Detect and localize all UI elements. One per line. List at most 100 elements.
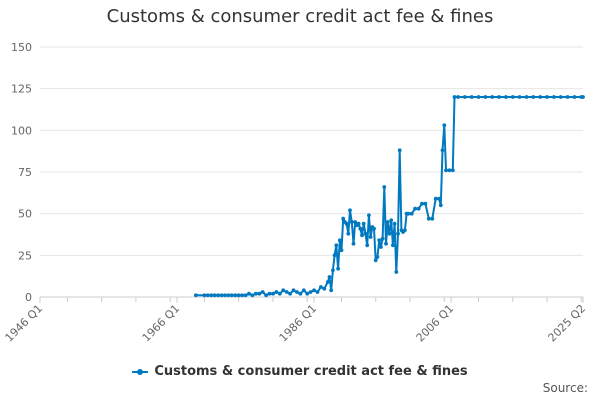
data-point[interactable] [298, 291, 303, 296]
data-point[interactable] [212, 293, 217, 298]
data-point[interactable] [367, 213, 371, 218]
data-point[interactable] [332, 253, 337, 258]
data-point[interactable] [442, 123, 447, 128]
data-point[interactable] [240, 293, 245, 298]
data-point[interactable] [413, 206, 417, 211]
data-point[interactable] [331, 268, 335, 273]
data-point[interactable] [396, 231, 400, 236]
data-point[interactable] [226, 293, 231, 298]
data-point[interactable] [545, 95, 549, 99]
data-point[interactable] [336, 266, 340, 271]
data-point[interactable] [308, 290, 313, 294]
data-point[interactable] [437, 196, 441, 201]
data-point[interactable] [358, 226, 363, 231]
data-point[interactable] [382, 185, 387, 189]
data-point[interactable] [277, 291, 282, 296]
data-point[interactable] [397, 148, 402, 153]
data-point[interactable] [510, 95, 515, 99]
data-point[interactable] [456, 95, 460, 99]
data-point[interactable] [403, 228, 407, 233]
data-point[interactable] [322, 286, 327, 291]
data-point[interactable] [351, 241, 356, 246]
data-point[interactable] [558, 95, 563, 99]
data-point[interactable] [385, 220, 390, 224]
data-point[interactable] [271, 291, 275, 296]
data-point[interactable] [361, 221, 366, 226]
data-point[interactable] [219, 293, 224, 298]
data-point[interactable] [236, 293, 241, 298]
data-point[interactable] [344, 221, 349, 226]
data-point[interactable] [325, 280, 330, 284]
data-point[interactable] [462, 95, 467, 99]
data-point[interactable] [430, 216, 435, 221]
legend[interactable]: Customs & consumer credit act fee & fine… [0, 364, 600, 379]
data-point[interactable] [517, 95, 522, 99]
data-point[interactable] [440, 148, 445, 153]
data-point[interactable] [301, 288, 306, 293]
data-point[interactable] [229, 293, 234, 298]
data-point[interactable] [380, 236, 385, 241]
data-point[interactable] [581, 95, 585, 99]
data-point[interactable] [233, 293, 238, 298]
data-point[interactable] [209, 293, 214, 298]
data-point[interactable] [394, 270, 399, 274]
data-point[interactable] [253, 291, 258, 296]
data-point[interactable] [450, 168, 455, 173]
data-point[interactable] [247, 291, 251, 296]
data-point[interactable] [206, 293, 210, 298]
data-point[interactable] [315, 290, 320, 294]
data-point[interactable] [349, 220, 354, 224]
data-point[interactable] [497, 95, 501, 99]
data-point[interactable] [216, 293, 221, 298]
data-point[interactable] [483, 95, 488, 99]
data-point[interactable] [356, 221, 361, 226]
data-point[interactable] [389, 218, 394, 223]
data-point[interactable] [319, 285, 323, 289]
data-point[interactable] [267, 291, 272, 296]
data-point[interactable] [329, 288, 334, 293]
data-point[interactable] [490, 95, 495, 99]
data-point[interactable] [384, 241, 388, 246]
data-point[interactable] [243, 293, 248, 298]
data-point[interactable] [257, 291, 262, 296]
data-point[interactable] [452, 95, 457, 99]
data-point[interactable] [426, 216, 431, 221]
data-point[interactable] [260, 290, 265, 294]
data-point[interactable] [291, 288, 296, 293]
data-point[interactable] [295, 290, 299, 294]
data-point[interactable] [438, 203, 443, 208]
data-point[interactable] [334, 243, 339, 248]
data-point[interactable] [353, 220, 358, 224]
data-point[interactable] [476, 95, 481, 99]
data-point[interactable] [433, 196, 438, 201]
data-point[interactable] [392, 221, 397, 226]
data-point[interactable] [363, 231, 368, 236]
data-point[interactable] [365, 243, 370, 248]
data-point[interactable] [447, 168, 452, 173]
data-point[interactable] [572, 95, 577, 99]
data-point[interactable] [375, 255, 380, 259]
data-point[interactable] [423, 201, 428, 206]
data-point[interactable] [552, 95, 556, 99]
data-point[interactable] [312, 288, 316, 293]
data-point[interactable] [409, 211, 414, 216]
data-point[interactable] [524, 95, 529, 99]
data-point[interactable] [368, 235, 373, 239]
data-point[interactable] [416, 206, 421, 211]
data-point[interactable] [531, 95, 536, 99]
data-point[interactable] [504, 95, 508, 99]
data-point[interactable] [360, 233, 364, 238]
data-point[interactable] [538, 95, 543, 99]
data-point[interactable] [346, 231, 351, 236]
data-point[interactable] [337, 238, 342, 243]
data-point[interactable] [348, 208, 352, 213]
data-point[interactable] [565, 95, 570, 99]
data-point[interactable] [406, 211, 411, 216]
data-point[interactable] [391, 243, 395, 248]
data-point[interactable] [305, 291, 310, 296]
data-point[interactable] [372, 226, 376, 231]
data-point[interactable] [379, 245, 383, 249]
data-point[interactable] [444, 168, 448, 173]
data-point[interactable] [373, 258, 378, 263]
data-point[interactable] [341, 216, 346, 221]
